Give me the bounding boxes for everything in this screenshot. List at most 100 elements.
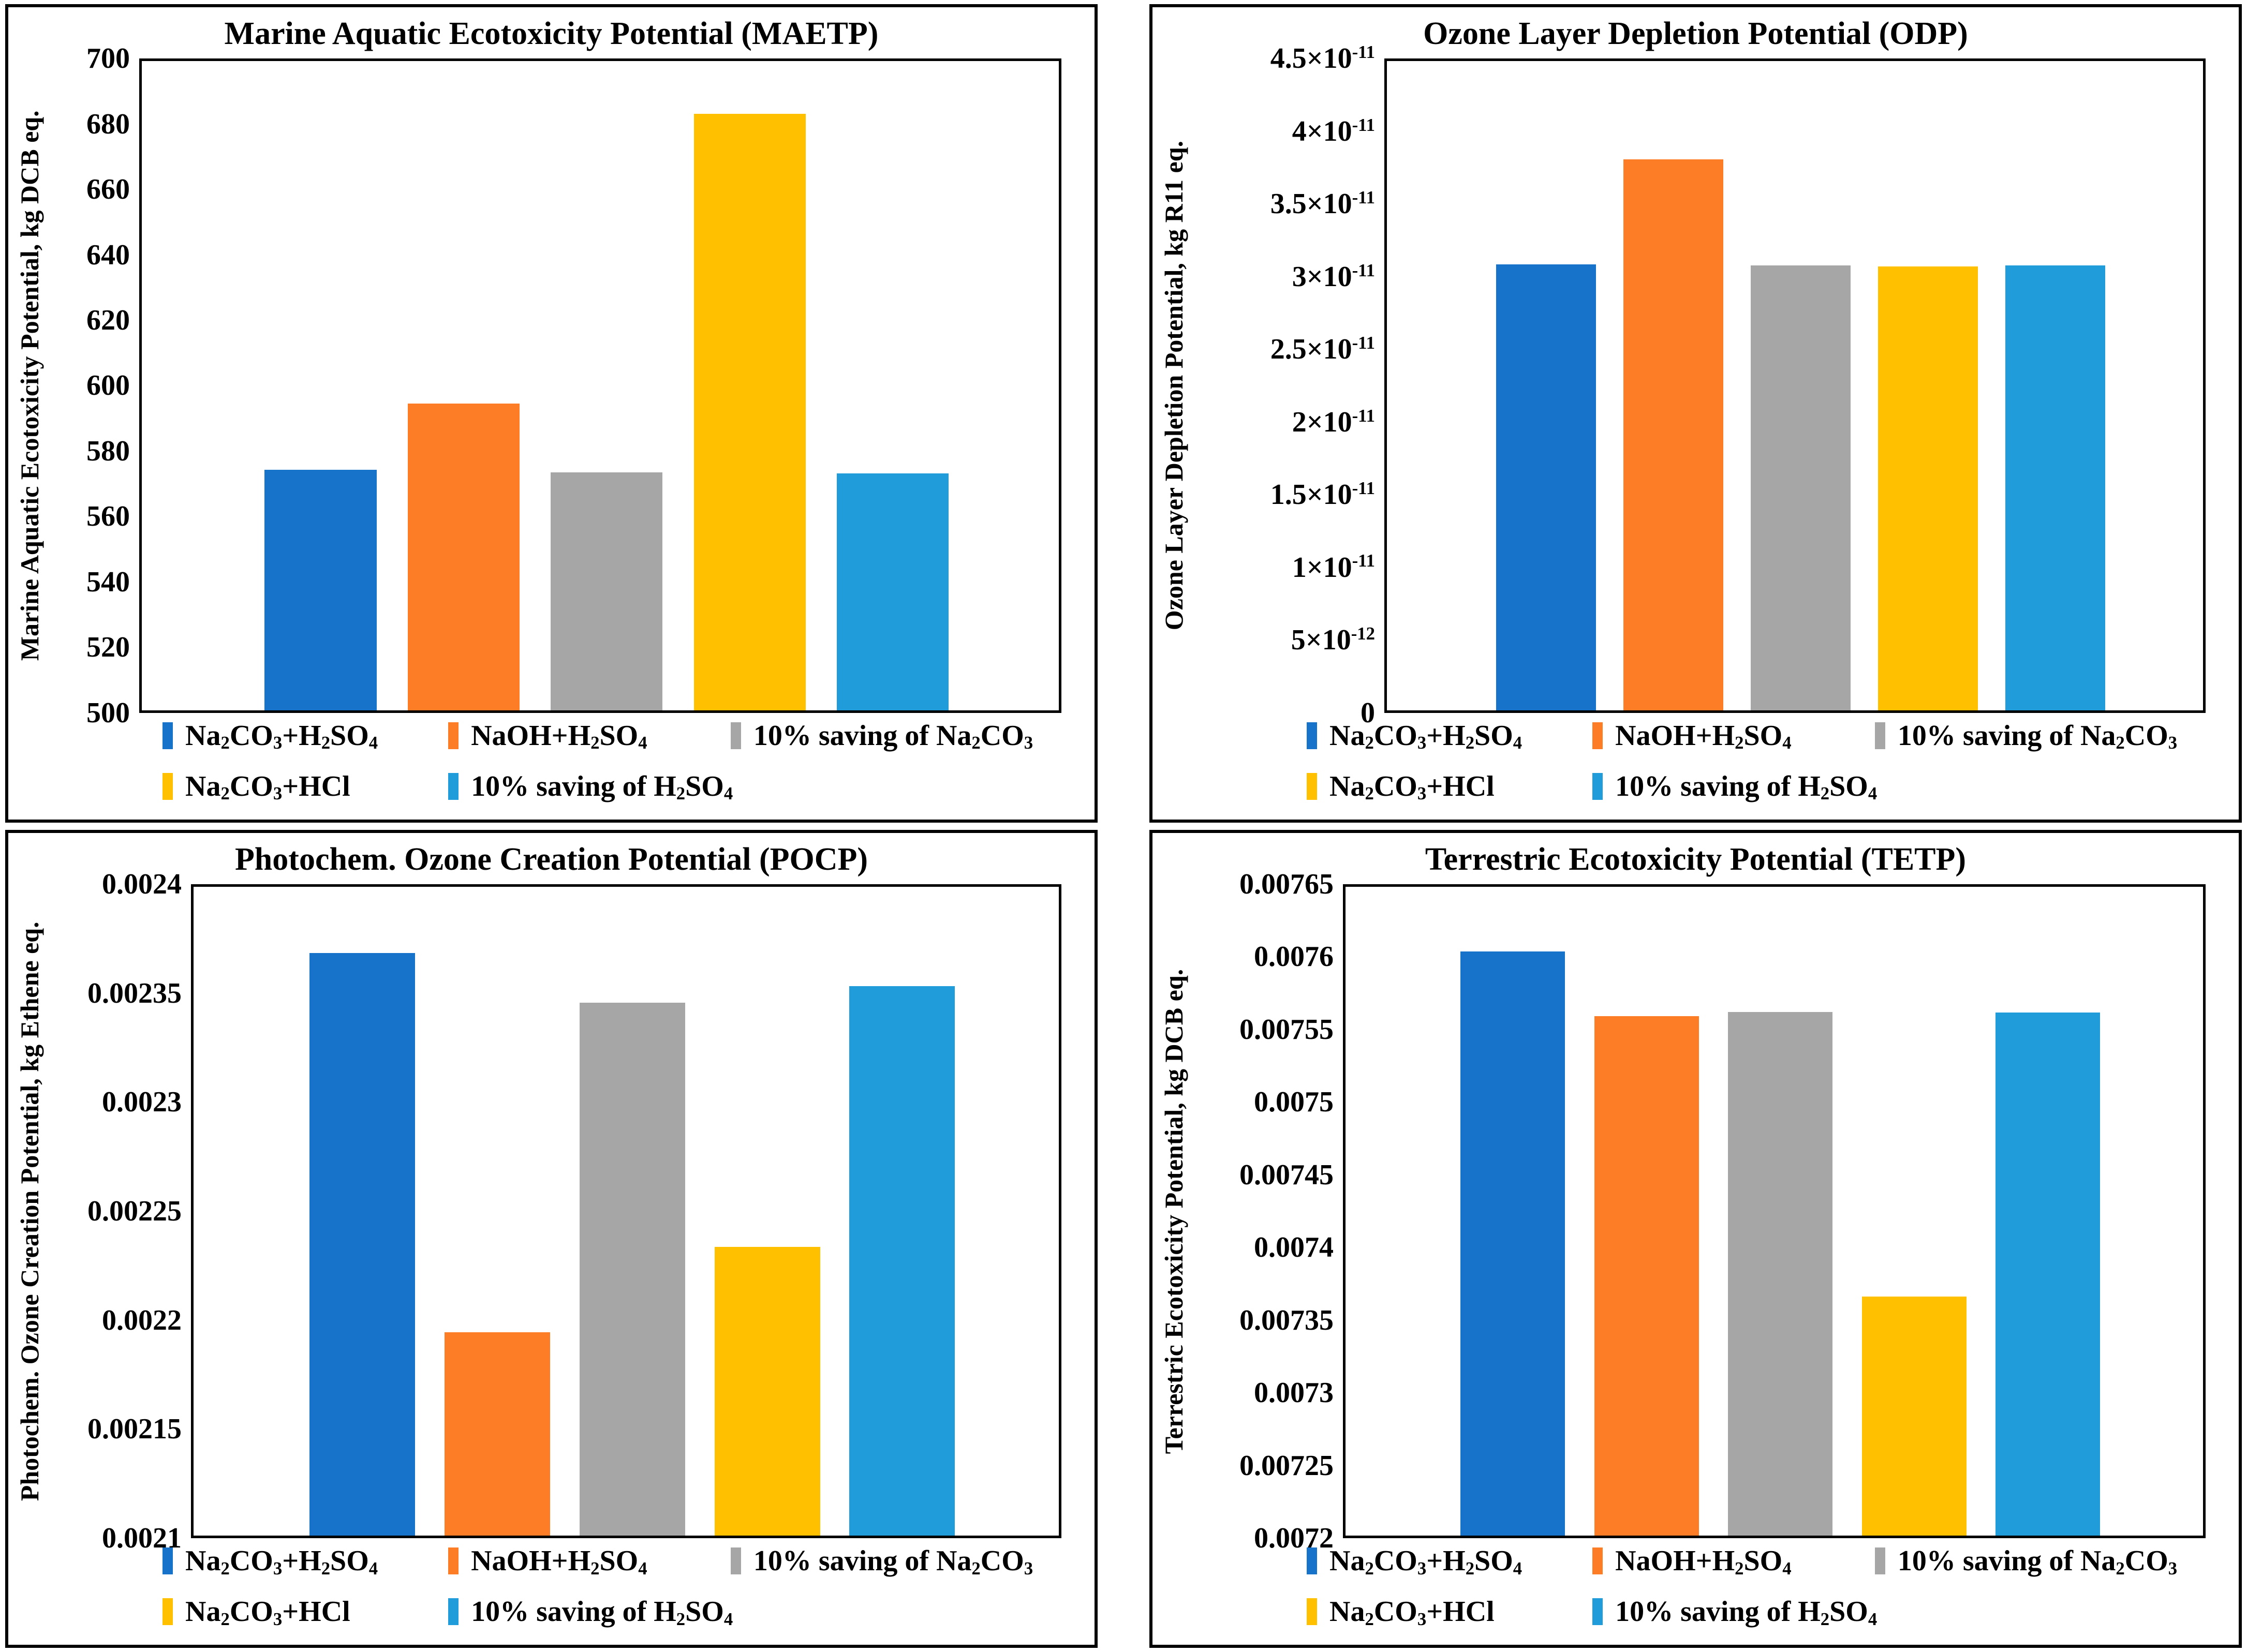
bar-na2co3-h2so4 (309, 952, 416, 1536)
legend-swatch (448, 1547, 459, 1574)
y-tick-label: 0.00215 (87, 1413, 182, 1446)
plot-area (1384, 58, 2206, 713)
bar-naoh-h2so4 (444, 1332, 550, 1536)
chart-panel-maetp: Marine Aquatic Ecotoxicity Potential (MA… (5, 4, 1098, 823)
bar-10pct-saving-of-h2so4 (2005, 265, 2105, 710)
legend-swatch (1592, 1598, 1603, 1625)
legend-swatch (162, 1547, 173, 1574)
bar-10pct-saving-of-na2co3 (1751, 265, 1851, 710)
y-tick-label: 560 (86, 500, 130, 533)
legend-item-10pct-saving-of-na2co3: 10% saving of Na2CO3 (1874, 1544, 2178, 1579)
y-axis-ticks: 0.0021 0.00215 0.0022 0.00225 0.0023 0.00235 0… (59, 870, 191, 1553)
bar-10pct-saving-of-na2co3 (579, 1003, 685, 1536)
y-tick-label: 0.00725 (1239, 1449, 1334, 1482)
bar-10pct-saving-of-h2so4 (837, 473, 949, 710)
chart-title: Photochem. Ozone Creation Potential (POC… (234, 841, 868, 877)
chart-body: Photochem. Ozone Creation Potential, kg … (8, 870, 1095, 1553)
legend-item-na2co3-hcl: Na2CO3+HCl (1307, 770, 1495, 803)
legend-label: 10% saving of H2SO4 (1615, 770, 1878, 804)
y-tick-label: 640 (86, 239, 130, 271)
legend-label: 10% saving of H2SO4 (1615, 1596, 1878, 1629)
legend-item-na2co3-h2so4: Na2CO3+H2SO4 (162, 719, 378, 752)
legend-swatch (448, 1598, 459, 1625)
y-tick-label: 680 (86, 108, 130, 140)
y-tick-label: 3×10-11 (1292, 260, 1375, 293)
y-tick-label: 0.0022 (102, 1304, 182, 1336)
y-tick-label: 660 (86, 173, 130, 206)
bar-10pct-saving-of-na2co3 (1728, 1011, 1833, 1536)
y-axis-ticks: 0.0072 0.00725 0.0073 0.00735 0.0074 0.00745 0… (1203, 870, 1343, 1553)
legend-label: 10% saving of Na2CO3 (753, 719, 1033, 753)
bar-na2co3-hcl (714, 1246, 820, 1536)
chart-body: Ozone Layer Depletion Potential, kg R11 … (1152, 43, 2239, 727)
legend-item-10pct-saving-of-h2so4: 10% saving of H2SO4 (448, 770, 733, 803)
y-tick-label: 1.5×10-11 (1270, 478, 1375, 511)
y-tick-label: 0 (1361, 696, 1375, 729)
legend-label: Na2CO3+H2SO4 (1329, 719, 1522, 753)
y-tick-label: 700 (86, 42, 130, 75)
legend-item-na2co3-h2so4: Na2CO3+H2SO4 (162, 1544, 378, 1577)
y-tick-label: 0.0073 (1254, 1377, 1334, 1409)
legend-item-naoh-h2so4: NaOH+H2SO4 (448, 719, 647, 752)
legend-item-na2co3-hcl: Na2CO3+HCl (1307, 1595, 1495, 1628)
legend-item-10pct-saving-of-na2co3: 10% saving of Na2CO3 (730, 719, 1033, 753)
plot-area (191, 884, 1061, 1538)
legend-label: Na2CO3+HCl (185, 1596, 350, 1629)
y-tick-label: 620 (86, 304, 130, 336)
bar-naoh-h2so4 (1594, 1016, 1699, 1536)
bar-naoh-h2so4 (1623, 159, 1723, 710)
y-tick-label: 2.5×10-11 (1270, 333, 1375, 366)
y-tick-label: 0.0024 (102, 868, 182, 900)
chart-title: Marine Aquatic Ecotoxicity Potential (MA… (224, 16, 879, 51)
legend-label: Na2CO3+HCl (185, 770, 350, 804)
bar-na2co3-h2so4 (1496, 264, 1596, 710)
chart-legend: Na2CO3+H2SO4 NaOH+H2SO4 10% saving of Na2C… (1152, 1538, 2239, 1640)
plot-area (1343, 884, 2206, 1538)
legend-label: 10% saving of Na2CO3 (1897, 719, 2178, 753)
y-tick-label: 2×10-11 (1292, 405, 1375, 438)
y-tick-label: 0.00225 (87, 1195, 182, 1227)
legend-swatch (1874, 1547, 1885, 1574)
y-tick-label: 0.0074 (1254, 1231, 1334, 1264)
legend-item-10pct-saving-of-h2so4: 10% saving of H2SO4 (1592, 770, 1877, 803)
legend-label: NaOH+H2SO4 (1615, 1545, 1792, 1579)
legend-swatch (1307, 722, 1318, 749)
legend-item-na2co3-hcl: Na2CO3+HCl (162, 1595, 350, 1628)
y-tick-label: 0.00735 (1239, 1304, 1334, 1336)
legend-item-na2co3-h2so4: Na2CO3+H2SO4 (1307, 719, 1522, 752)
legend-item-10pct-saving-of-na2co3: 10% saving of Na2CO3 (1874, 719, 2178, 753)
bar-na2co3-h2so4 (1460, 951, 1565, 1536)
legend-swatch (1307, 1598, 1318, 1625)
y-tick-label: 4×10-11 (1292, 114, 1375, 147)
y-tick-label: 0.00755 (1239, 1013, 1334, 1046)
bar-naoh-h2so4 (407, 403, 520, 710)
legend-item-na2co3-h2so4: Na2CO3+H2SO4 (1307, 1544, 1522, 1577)
chart-title: Ozone Layer Depletion Potential (ODP) (1423, 16, 1968, 51)
legend-item-10pct-saving-of-h2so4: 10% saving of H2SO4 (1592, 1595, 1877, 1628)
bar-10pct-saving-of-h2so4 (1995, 1013, 2101, 1536)
y-axis-title: Terrestric Ecotoxicity Potential, kg DCB… (1159, 969, 1188, 1454)
legend-label: 10% saving of H2SO4 (471, 770, 733, 804)
chart-legend: Na2CO3+H2SO4 NaOH+H2SO4 10% saving of Na2C… (1152, 713, 2239, 814)
bar-na2co3-hcl (693, 113, 806, 710)
y-tick-label: 4.5×10-11 (1270, 42, 1375, 75)
legend-item-10pct-saving-of-na2co3: 10% saving of Na2CO3 (730, 1544, 1033, 1577)
legend-swatch (730, 722, 741, 749)
legend-item-10pct-saving-of-h2so4: 10% saving of H2SO4 (448, 1595, 733, 1628)
legend-swatch (448, 722, 459, 749)
legend-label: 10% saving of Na2CO3 (1897, 1545, 2178, 1579)
y-tick-label: 3.5×10-11 (1270, 187, 1375, 220)
chart-panel-odp: Ozone Layer Depletion Potential (ODP) Oz… (1149, 4, 2242, 823)
legend-item-naoh-h2so4: NaOH+H2SO4 (1592, 1544, 1792, 1579)
legend-label: Na2CO3+H2SO4 (1329, 1545, 1522, 1579)
y-tick-label: 500 (86, 696, 130, 729)
legend-item-na2co3-hcl: Na2CO3+HCl (162, 770, 350, 803)
legend-swatch (1307, 772, 1318, 800)
chart-body: Marine Aquatic Ecotoxicity Potential, kg… (8, 44, 1095, 727)
legend-swatch (1592, 772, 1603, 800)
plot-area (139, 58, 1061, 713)
legend-label: NaOH+H2SO4 (1615, 719, 1792, 753)
legend-swatch (1874, 722, 1885, 749)
bar-na2co3-h2so4 (264, 470, 377, 710)
